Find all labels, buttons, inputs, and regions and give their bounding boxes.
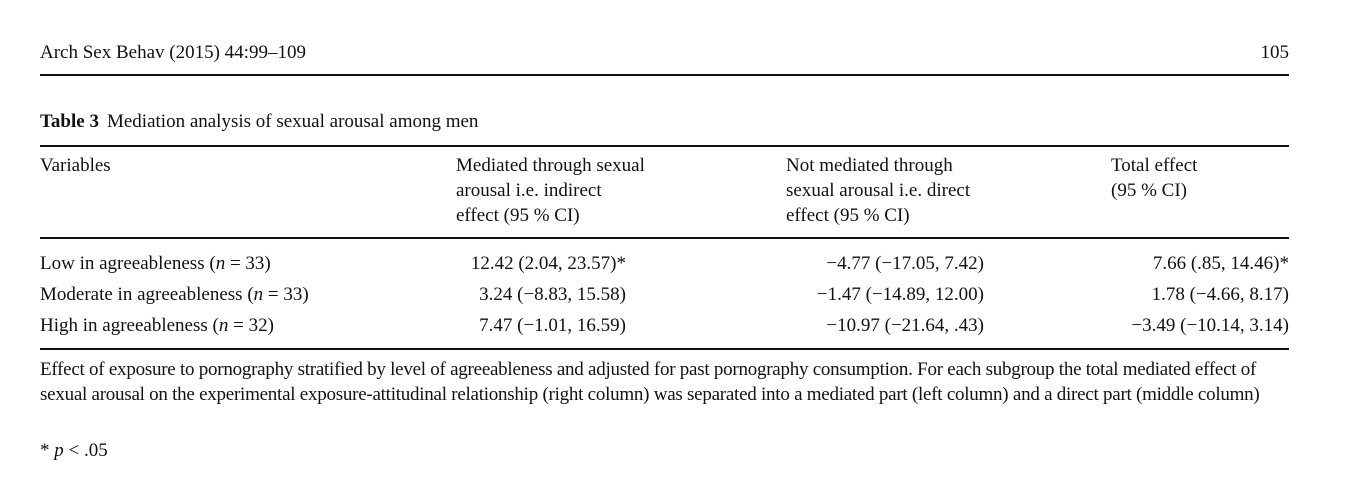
table-label: Table 3 [40,111,99,132]
column-header-direct: Not mediated through sexual arousal i.e.… [786,153,970,228]
row-variable: High in agreeableness (n = 32) [40,315,274,337]
n-symbol: n [253,284,264,305]
table-footnote: Effect of exposure to pornography strati… [40,359,1260,405]
indirect-effect: 7.47 (−1.01, 16.59) [479,315,626,336]
page-number: 105 [1260,42,1290,63]
column-header-variables: Variables [40,153,111,178]
column-header-indirect: Mediated through sexual arousal i.e. ind… [456,153,645,228]
n-value: = 33) [263,284,309,305]
column-header-line: effect (95 % CI) [456,205,580,226]
header-rule [40,74,1289,76]
row-variable-text: Moderate in agreeableness ( [40,284,254,305]
table-title: Mediation analysis of sexual arousal amo… [106,111,479,132]
table-top-rule [40,145,1289,147]
n-symbol: n [218,315,229,336]
direct-effect: −1.47 (−14.89, 12.00) [816,284,984,305]
row-variable: Moderate in agreeableness (n = 33) [40,284,309,306]
significance-threshold: < .05 [63,440,108,461]
table-bottom-rule [40,348,1289,350]
column-header-line: Mediated through sexual [456,155,645,176]
table-row-low: Low in agreeableness (n = 33) 12.42 (2.0… [40,253,1289,281]
column-header-line: Total effect [1111,155,1198,176]
row-variable-text: Low in agreeableness ( [40,253,216,274]
column-header-line: Variables [40,155,111,176]
column-header-line: effect (95 % CI) [786,205,910,226]
significance-asterisk: * [40,440,55,461]
table-row-high: High in agreeableness (n = 32) 7.47 (−1.… [40,315,1289,343]
direct-effect: −4.77 (−17.05, 7.42) [826,253,984,274]
column-header-line: arousal i.e. indirect [456,180,602,201]
journal-citation: Arch Sex Behav (2015) 44:99–109 [40,42,306,63]
total-effect: 7.66 (.85, 14.46)* [1152,253,1289,274]
direct-effect: −10.97 (−21.64, .43) [826,315,984,336]
row-variable: Low in agreeableness (n = 33) [40,253,271,275]
n-value: = 33) [225,253,271,274]
p-symbol: p [54,440,64,461]
table-row-moderate: Moderate in agreeableness (n = 33) 3.24 … [40,284,1289,312]
total-effect: −3.49 (−10.14, 3.14) [1131,315,1289,336]
running-header: Arch Sex Behav (2015) 44:99–109 105 [40,42,1289,70]
indirect-effect: 12.42 (2.04, 23.57)* [470,253,626,274]
indirect-effect: 3.24 (−8.83, 15.58) [479,284,626,305]
table-header-rule [40,237,1289,239]
column-header-line: sexual arousal i.e. direct [786,180,971,201]
column-header-line: Not mediated through [786,155,953,176]
column-header-line: (95 % CI) [1111,180,1187,201]
n-symbol: n [215,253,226,274]
n-value: = 32) [228,315,274,336]
significance-note: * p < .05 [40,440,108,462]
column-header-total: Total effect (95 % CI) [1111,153,1197,203]
row-variable-text: High in agreeableness ( [40,315,219,336]
total-effect: 1.78 (−4.66, 8.17) [1151,284,1289,305]
table-caption: Table 3 Mediation analysis of sexual arou… [40,111,478,133]
